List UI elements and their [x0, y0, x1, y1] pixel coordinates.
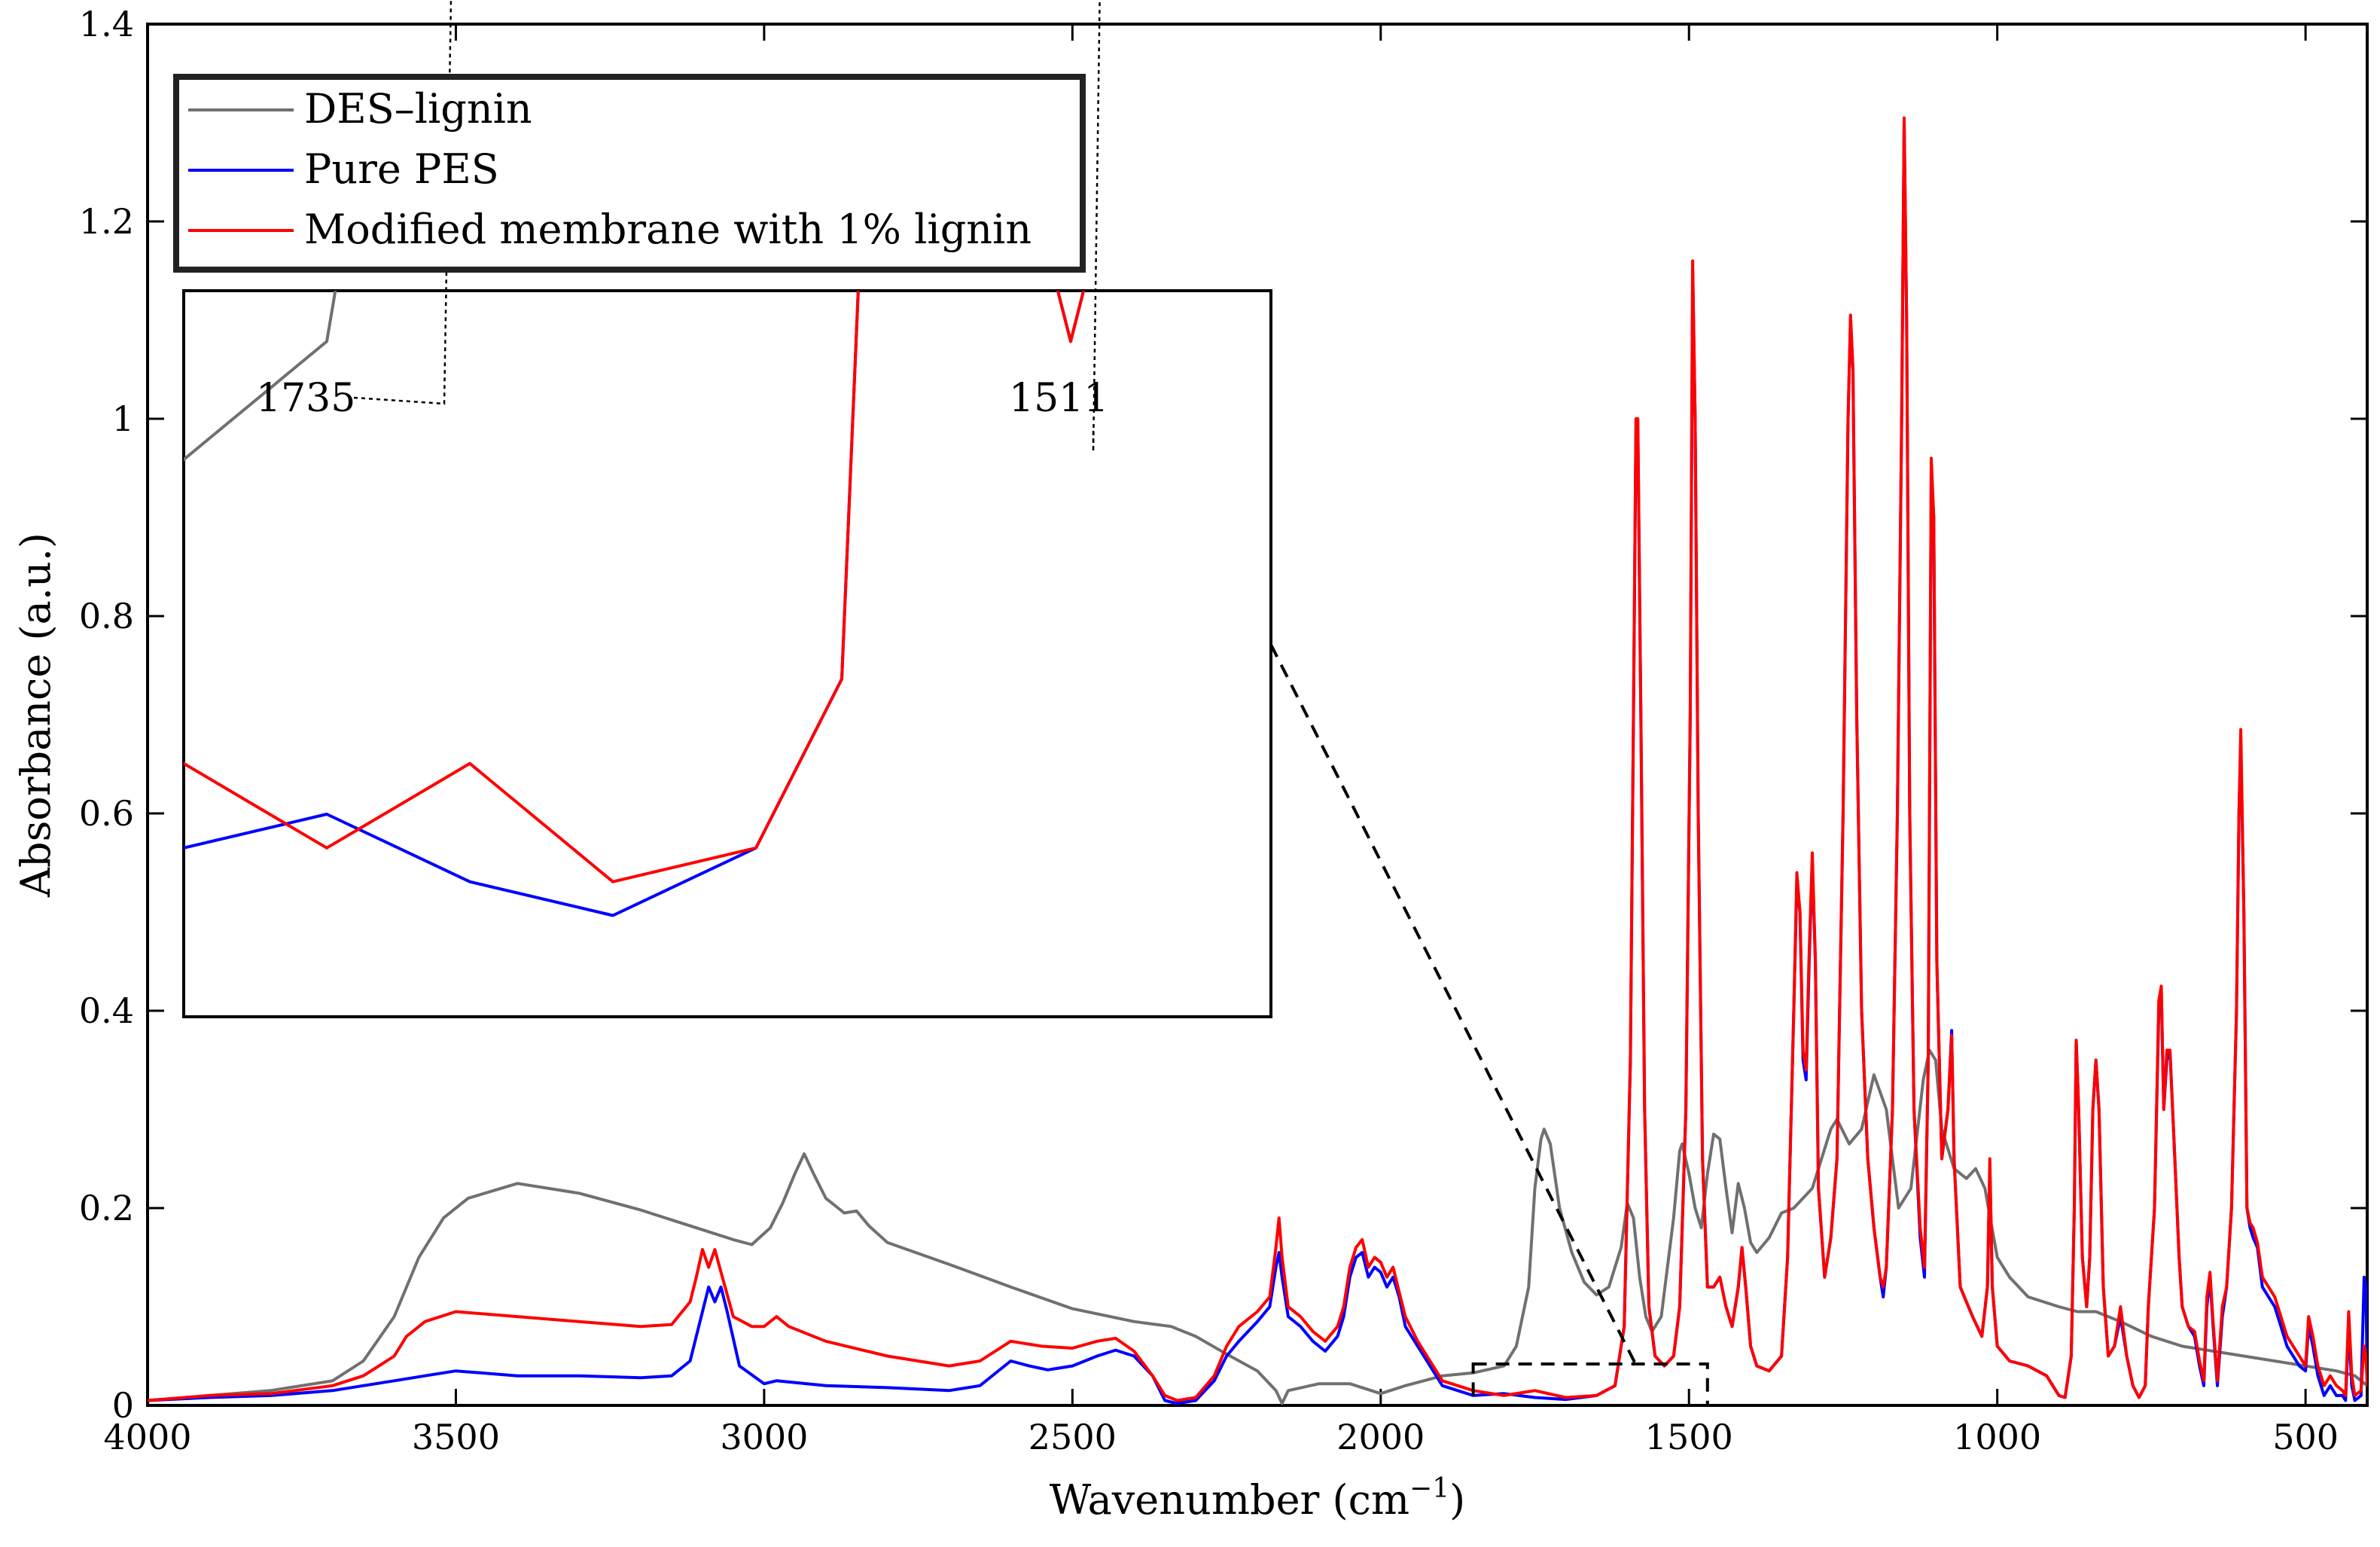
- y-tick-label: 0: [112, 1385, 134, 1426]
- legend-label-des-lignin: DES–lignin: [304, 85, 532, 133]
- series-line-modified-membrane-with-1-lignin: [148, 116, 2367, 1402]
- legend-label-modified-membrane: Modified membrane with 1% lignin: [304, 206, 1032, 253]
- inset-annotations: 1735 1511: [256, 0, 1108, 453]
- x-tick-label: 2000: [1336, 1417, 1425, 1457]
- annotation-label-1735: 1735: [256, 376, 355, 421]
- x-axis-title-close: ): [1449, 1476, 1465, 1524]
- x-tick-label: 500: [2272, 1417, 2339, 1457]
- x-tick-label: 4000: [103, 1417, 191, 1457]
- main-series-group: [148, 116, 2367, 1405]
- y-tick-label: 0.8: [79, 596, 134, 636]
- zoom-region-box: [1471, 1362, 1709, 1407]
- annotation-leader-1735: [353, 0, 453, 405]
- x-tick-label: 3000: [720, 1417, 808, 1457]
- y-axis-ticks: 0 0.2 0.4 0.6 0.8 1 1.2 1.4: [79, 4, 2367, 1426]
- x-axis-ticks: 4000 3500 3000 2500 2000 1500 1000 500: [103, 24, 2339, 1457]
- x-axis-title: Wavenumber (cm−1): [1050, 1473, 1465, 1524]
- legend: DES–lignin Pure PES Modified membrane wi…: [173, 74, 1086, 273]
- legend-box: [173, 74, 1086, 273]
- x-tick-label: 1500: [1645, 1417, 1733, 1457]
- y-tick-label: 1.4: [79, 4, 134, 44]
- y-tick-label: 0.4: [79, 990, 134, 1031]
- x-tick-label: 2500: [1028, 1417, 1117, 1457]
- y-tick-label: 0.2: [79, 1188, 134, 1228]
- annotation-label-1511: 1511: [1009, 376, 1108, 421]
- y-axis-title: Absorbance (a.u.): [12, 532, 59, 898]
- x-tick-label: 3500: [412, 1417, 500, 1457]
- x-tick-label: 1000: [1953, 1417, 2041, 1457]
- inset-plot-area: [182, 289, 1272, 1018]
- legend-label-pure-pes: Pure PES: [304, 145, 499, 193]
- y-tick-label: 0.6: [79, 793, 134, 834]
- x-axis-title-main: Wavenumber (cm: [1050, 1476, 1409, 1524]
- y-tick-label: 1: [112, 398, 134, 439]
- x-axis-title-superscript: −1: [1409, 1473, 1449, 1504]
- y-tick-label: 1.2: [79, 201, 134, 242]
